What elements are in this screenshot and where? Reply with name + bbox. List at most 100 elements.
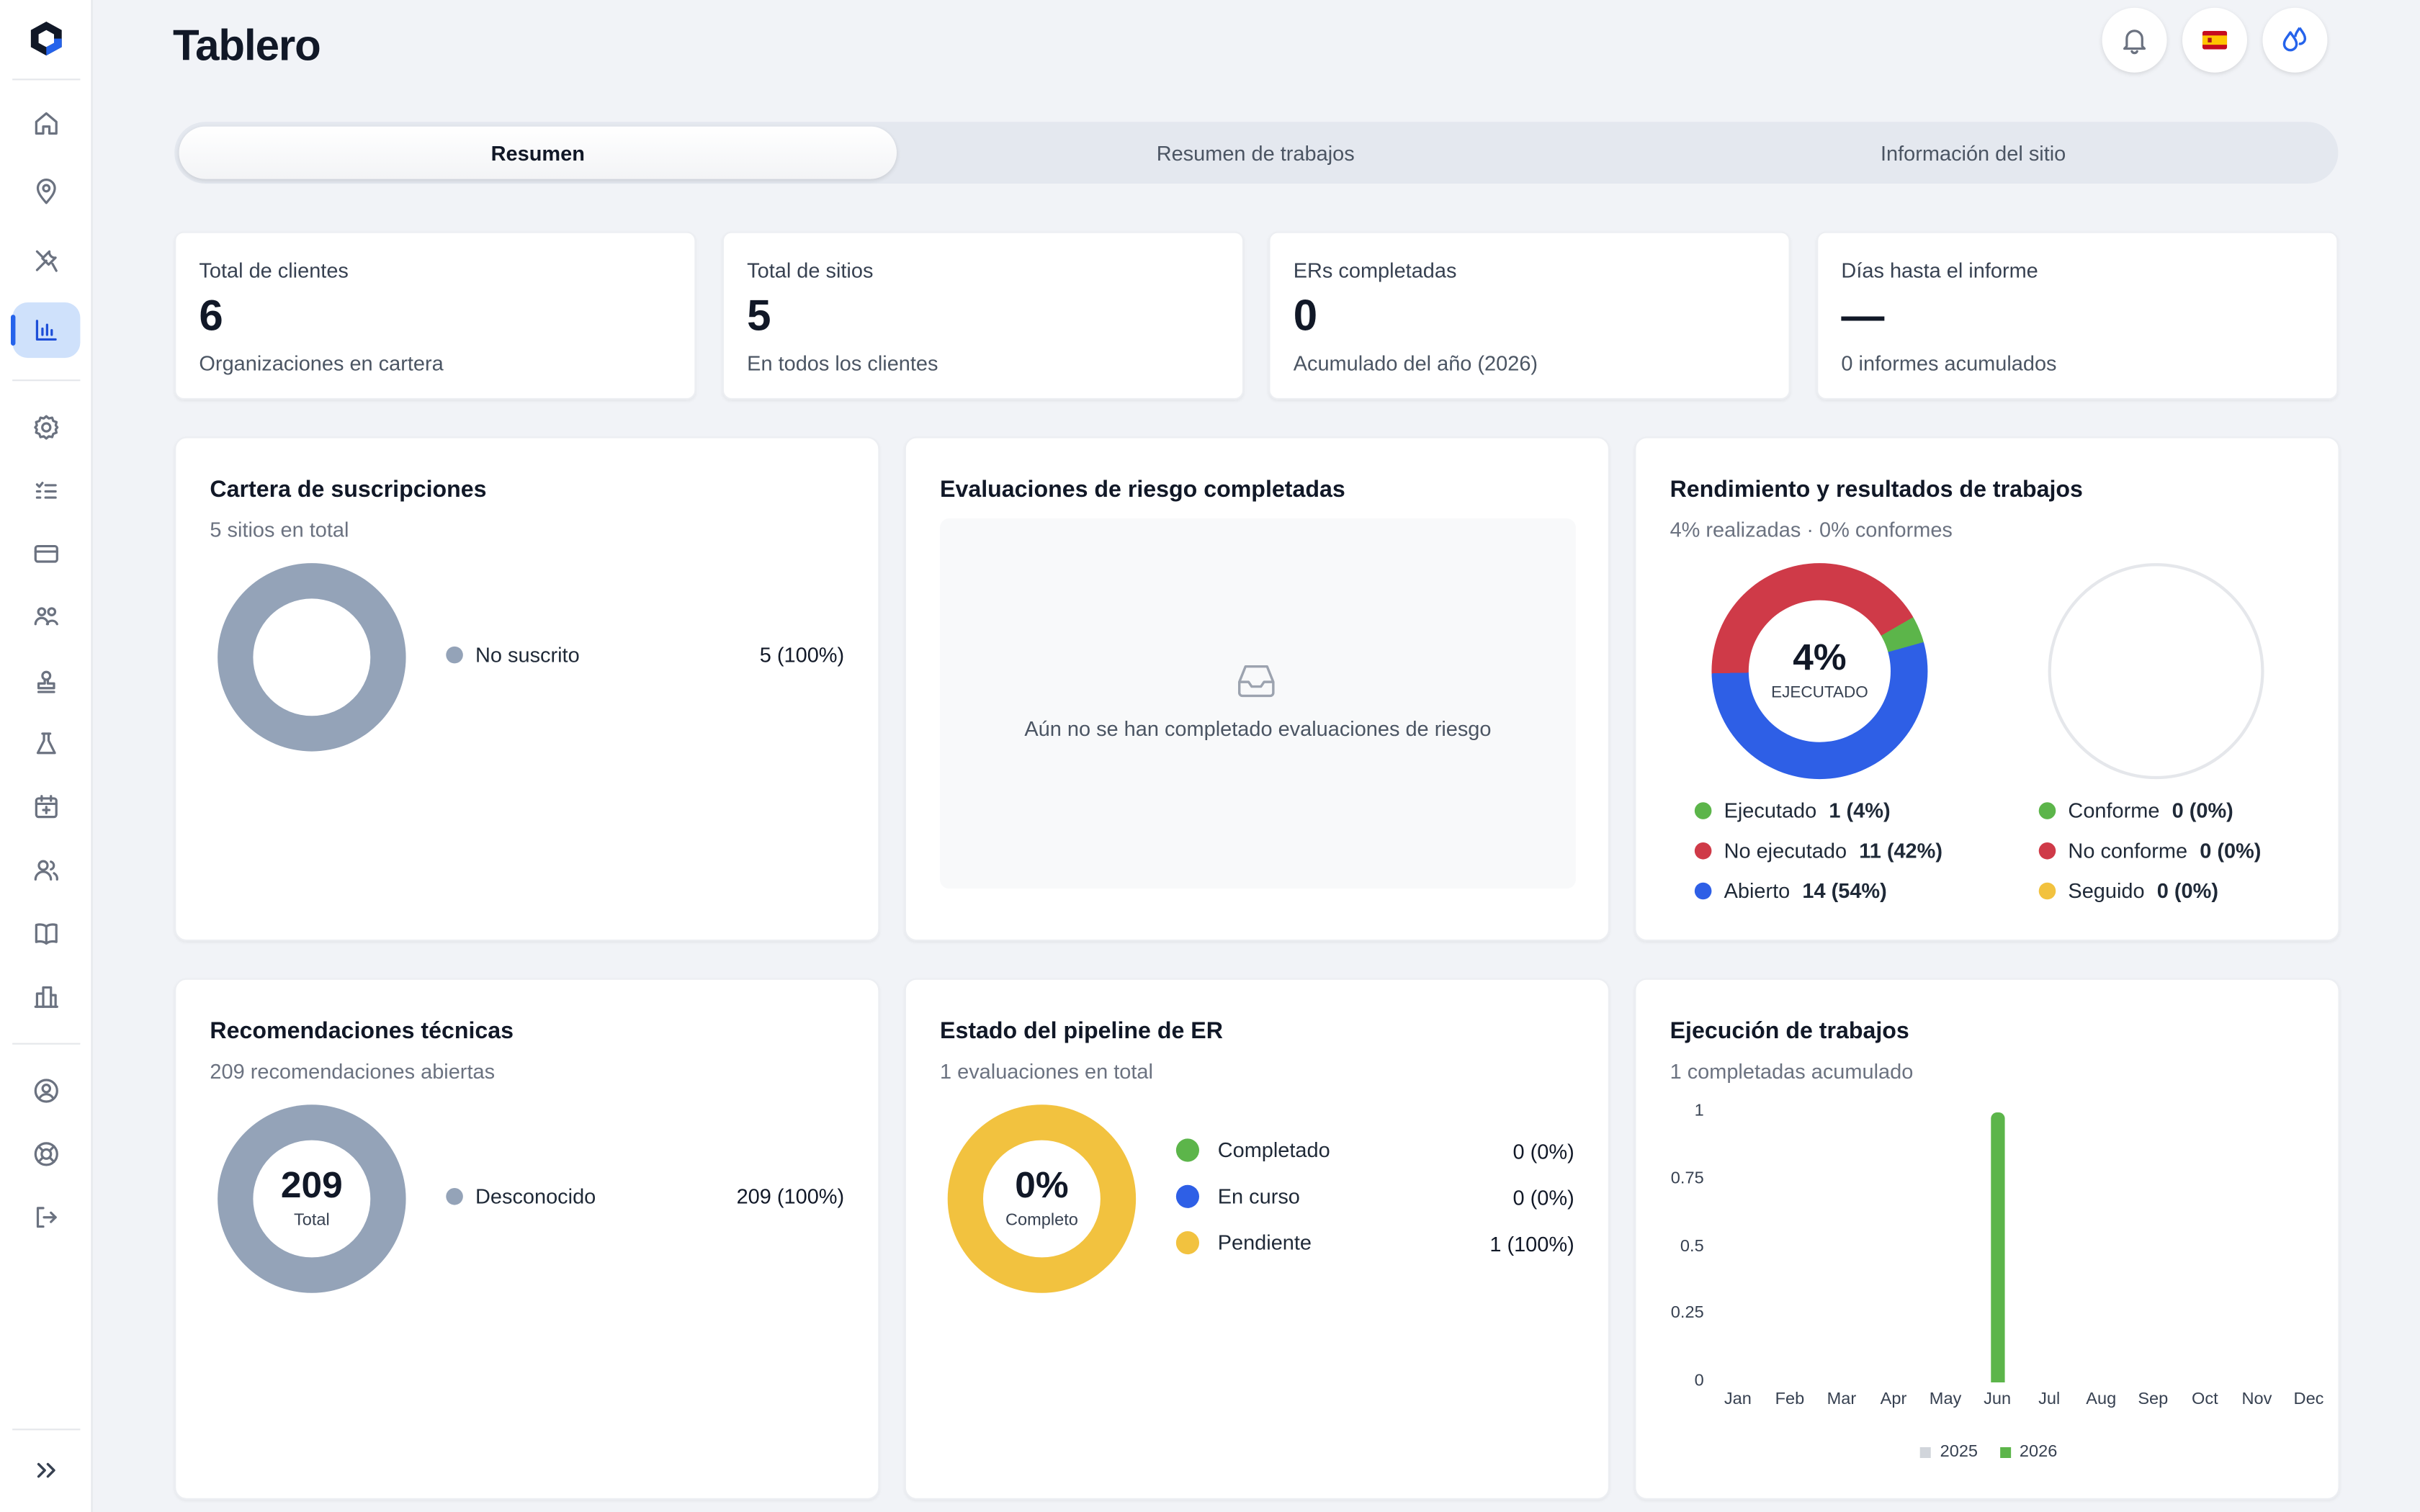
flask-icon [36, 732, 56, 755]
panel-title: Recomendaciones técnicas [210, 1018, 514, 1045]
legend-dot [2038, 842, 2056, 860]
y-tick-label: 0 [1694, 1372, 1704, 1390]
sidebar-item-home[interactable] [12, 96, 80, 151]
x-tick-label: Mar [1827, 1390, 1857, 1409]
legend-item: Pendiente [1175, 1231, 1312, 1255]
chevrons-right-icon [37, 1462, 55, 1478]
card-icon [34, 544, 58, 563]
legend-value: 1 (4%) [1829, 799, 1891, 823]
pipeline-panel: Estado del pipeline de ER 1 evaluaciones… [904, 978, 1610, 1500]
account-icon [34, 1079, 58, 1103]
sidebar-item-tools[interactable] [12, 233, 80, 289]
tab-resumen-trabajos[interactable]: Resumen de trabajos [1156, 141, 1355, 165]
sidebar-item-users[interactable] [12, 842, 80, 898]
legend-dot [1694, 802, 1712, 819]
tools-icon [35, 250, 58, 272]
legend-item-2025[interactable]: 2025 [1919, 1443, 1978, 1461]
x-tick-label: Nov [2241, 1390, 2272, 1409]
legend-item: Seguido 0 (0%) [2038, 879, 2218, 903]
legend-value: 0 (0%) [2200, 839, 2262, 863]
panel-title: Rendimiento y resultados de trabajos [1670, 477, 2083, 503]
sidebar-item-flask[interactable] [12, 716, 80, 771]
sidebar-item-account[interactable] [12, 1063, 80, 1118]
legend-label: Abierto [1724, 879, 1791, 903]
team-icon [34, 607, 58, 626]
sidebar-item-calendar[interactable] [12, 779, 80, 834]
kpi-label: Días hasta el informe [1841, 259, 2038, 283]
sidebar-item-checklist[interactable] [12, 463, 80, 518]
map-pin-icon [36, 179, 56, 204]
sidebar-item-logout[interactable] [12, 1189, 80, 1245]
building-icon [34, 986, 58, 1008]
sidebar-divider [12, 1428, 81, 1431]
sidebar-item-help[interactable] [12, 1126, 80, 1182]
language-button[interactable] [2182, 7, 2247, 73]
sidebar-item-settings[interactable] [12, 400, 80, 455]
legend-label: No ejecutado [1724, 839, 1847, 863]
panel-subtitle: 5 sitios en total [210, 518, 349, 542]
kpi-label: ERs completadas [1293, 259, 1457, 283]
sidebar-item-bar-chart[interactable] [10, 302, 81, 359]
book-icon [35, 923, 58, 945]
app-logo-icon[interactable] [26, 19, 66, 59]
legend-value: 1 (100%) [1489, 1233, 1574, 1256]
legend-dot [1694, 842, 1712, 860]
legend-value: 0 (0%) [1512, 1186, 1574, 1210]
theme-button[interactable] [2262, 7, 2328, 73]
y-tick-label: 0.75 [1670, 1169, 1704, 1188]
legend-value: 14 (54%) [1802, 879, 1887, 903]
page-title: Tablero [173, 22, 321, 70]
sidebar-item-book[interactable] [12, 906, 80, 961]
sidebar-item-card[interactable] [12, 526, 80, 582]
legend-value: 0 (0%) [1512, 1140, 1574, 1164]
droplets-icon [2282, 27, 2307, 52]
subscriptions-panel: Cartera de suscripciones 5 sitios en tot… [174, 436, 880, 942]
y-tick-label: 1 [1694, 1102, 1704, 1120]
legend-dot [2038, 802, 2056, 819]
legend-label: Completado [1217, 1138, 1330, 1162]
legend-label: Seguido [2068, 879, 2145, 903]
legend-item: Ejecutado 1 (4%) [1694, 799, 1891, 823]
risk-assessments-panel: Evaluaciones de riesgo completadas Aún n… [904, 436, 1610, 942]
kpi-subtitle: 0 informes acumulados [1841, 351, 2057, 375]
panel-title: Estado del pipeline de ER [940, 1018, 1223, 1045]
donut-hole [253, 598, 371, 716]
home-icon [35, 112, 58, 135]
panel-title: Evaluaciones de riesgo completadas [940, 477, 1345, 503]
sidebar [0, 0, 93, 1512]
sidebar-item-team[interactable] [12, 588, 80, 643]
legend-label: No suscrito [475, 643, 580, 667]
legend-label: 2026 [2019, 1442, 2058, 1462]
bar-2026-Jun[interactable] [1990, 1112, 2004, 1382]
compliance-donut [2048, 563, 2264, 780]
sidebar-item-stamp[interactable] [12, 654, 80, 710]
kpi-value: — [1841, 292, 1885, 340]
kpi-card-ers: ERs completadas 0 Acumulado del año (202… [1268, 231, 1791, 400]
donut-center-value: 209 [280, 1164, 343, 1207]
legend-swatch [1919, 1446, 1931, 1457]
sidebar-item-map-pin[interactable] [12, 163, 80, 219]
stamp-icon [37, 670, 55, 693]
x-tick-label: May [1929, 1390, 1962, 1409]
x-tick-label: Feb [1775, 1390, 1805, 1409]
y-tick-label: 0.5 [1680, 1236, 1704, 1256]
panel-title: Ejecución de trabajos [1670, 1018, 1909, 1045]
legend-value: 0 (0%) [2172, 799, 2233, 823]
tab-informacion-sitio[interactable]: Información del sitio [1881, 141, 2066, 165]
legend-value: 5 (100%) [759, 643, 845, 667]
sidebar-item-building[interactable] [12, 969, 80, 1025]
expand-sidebar-button[interactable] [12, 1443, 80, 1498]
donut-hole: 0% Completo [983, 1140, 1101, 1258]
legend-label: En curso [1217, 1184, 1300, 1208]
sidebar-divider [12, 78, 81, 81]
legend-label: No conforme [2068, 839, 2188, 863]
legend-item-2026[interactable]: 2026 [1999, 1442, 2058, 1462]
kpi-value: 0 [1293, 292, 1318, 340]
notifications-button[interactable] [2102, 7, 2167, 73]
legend-item: Abierto 14 (54%) [1694, 879, 1887, 903]
panel-title: Cartera de suscripciones [210, 477, 487, 503]
x-tick-label: Dec [2293, 1390, 2324, 1409]
tab-resumen[interactable]: Resumen [179, 126, 897, 179]
tab-bar: Resumen Resumen de trabajos Información … [174, 122, 2339, 184]
legend-item: Desconocido [446, 1185, 596, 1208]
